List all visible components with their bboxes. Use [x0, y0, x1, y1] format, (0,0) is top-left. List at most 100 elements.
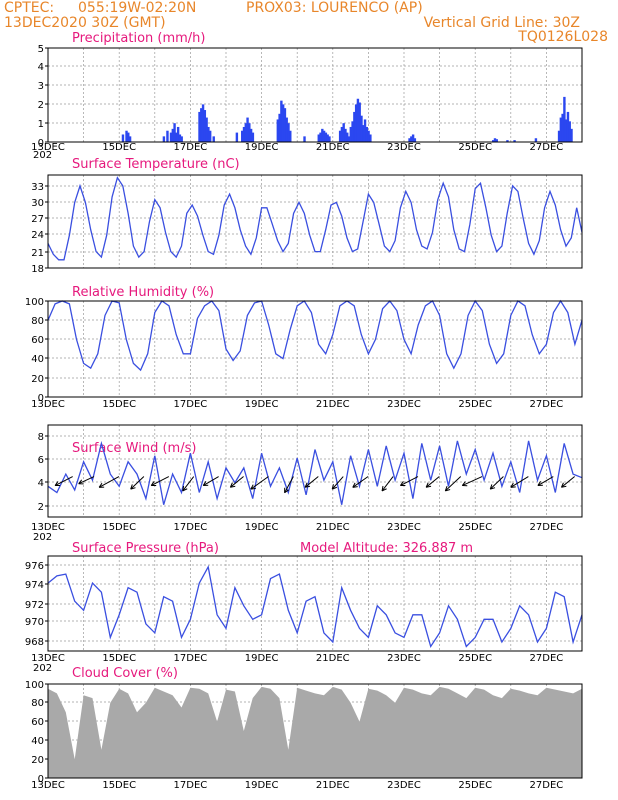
y-tick-label: 33	[31, 182, 44, 193]
y-tick-label: 5	[38, 44, 44, 55]
precip-bar	[410, 136, 413, 142]
precip-bar	[175, 132, 178, 142]
model-altitude: Model Altitude: 326.887 m	[300, 541, 473, 556]
y-tick-label: 60	[31, 335, 44, 346]
precip-bar	[128, 136, 132, 142]
precip-bar	[246, 117, 249, 142]
x-tick-label: 23DEC	[387, 142, 421, 153]
y-tick-label: 6	[38, 455, 44, 466]
precip-bar	[251, 132, 255, 142]
precip-bar	[205, 117, 208, 142]
precip-bar	[349, 126, 352, 142]
y-tick-label: 60	[31, 717, 44, 728]
precip-bar	[353, 111, 356, 142]
x-tick-label: 19DEC	[245, 653, 279, 664]
precip-bar	[207, 126, 210, 142]
header-datetime: 13DEC2020 30Z (GMT)	[4, 15, 166, 31]
precip-bar	[338, 130, 342, 142]
wind-arrowhead	[444, 486, 451, 492]
x-tick-label: 25DEC	[458, 653, 492, 664]
y-tick-label: 972	[25, 600, 44, 611]
precip-bar	[557, 130, 561, 142]
wind-vector	[537, 476, 554, 486]
x-tick-label: 23DEC	[387, 780, 421, 791]
x-tick-label: 25DEC	[458, 142, 492, 153]
precip-bar	[249, 128, 253, 142]
precip-bar	[173, 123, 176, 142]
wind-arrowhead	[304, 482, 311, 488]
wind-panel: Surface Wind (m/s) 2 4 6 8 13DEC 15DEC 17DEC 19…	[31, 424, 583, 543]
x-tick-label: 27DEC	[530, 780, 564, 791]
header-code: TQ0126L028	[518, 29, 608, 45]
x-tick-label: 15DEC	[102, 399, 136, 410]
precip-bar	[362, 125, 365, 142]
wind-vector	[54, 476, 73, 486]
wind-arrowhead	[560, 482, 567, 488]
precip-bar	[492, 140, 495, 142]
wind-vector	[381, 476, 394, 492]
precip-bar	[171, 128, 174, 142]
precip-bar	[354, 104, 358, 142]
y-tick-label: 20	[31, 755, 44, 766]
pressure-panel: Surface Pressure (hPa) Model Altitude: 3…	[25, 541, 583, 674]
wind-vector	[489, 476, 504, 490]
precip-bar	[278, 113, 281, 142]
x-tick-label: 15DEC	[102, 780, 136, 791]
wind-vector	[250, 476, 269, 490]
precip-bar	[127, 132, 130, 142]
precip-bar	[566, 111, 570, 142]
wind-vector	[150, 476, 170, 486]
wind-arrowhead	[331, 484, 338, 490]
wind-arrowhead	[399, 481, 406, 487]
temperature-frame	[47, 174, 583, 269]
x-tick-label: 17DEC	[174, 653, 208, 664]
year-label: 202	[33, 663, 52, 674]
precip-bar	[201, 104, 205, 142]
humidity-frame	[47, 300, 583, 398]
precip-bar	[322, 130, 326, 142]
precip-bar	[208, 130, 212, 142]
y-tick-label: 100	[25, 680, 44, 691]
x-tick-label: 17DEC	[174, 399, 208, 410]
x-tick-label: 21DEC	[316, 653, 350, 664]
y-tick-label: 0	[38, 774, 44, 785]
precip-bar	[360, 115, 363, 142]
precip-bar	[169, 132, 173, 142]
cloud-title: Cloud Cover (%)	[72, 666, 178, 681]
wind-vector	[462, 476, 483, 486]
y-tick-label: 2	[38, 502, 44, 513]
precip-bar	[125, 130, 128, 142]
x-tick-label: 27DEC	[530, 142, 564, 153]
year-label: 202	[33, 150, 52, 161]
pressure-title: Surface Pressure (hPa)	[72, 541, 219, 556]
wind-arrowhead	[352, 482, 358, 488]
precip-bar	[495, 139, 498, 142]
x-tick-label: 25DEC	[458, 399, 492, 410]
precip-bar	[408, 138, 411, 142]
wind-vector	[444, 476, 462, 492]
precip-bar	[561, 113, 564, 142]
precip-bar	[241, 130, 244, 142]
y-tick-label: 40	[31, 354, 44, 365]
x-tick-label: 13DEC	[31, 653, 65, 664]
y-tick-label: 976	[25, 561, 44, 572]
surface-pressure-hpa-line	[47, 564, 583, 649]
x-tick-label: 17DEC	[174, 780, 208, 791]
precipitation-panel: Precipitation (mm/h) 0 1 2 3 4 5 13DEC 15DEC 17D…	[31, 31, 583, 161]
x-tick-label: 27DEC	[530, 399, 564, 410]
x-tick-label: 27DEC	[530, 522, 564, 533]
precip-bar	[121, 134, 125, 142]
x-tick-label: 19DEC	[245, 399, 279, 410]
surface-temperature-nc-line	[47, 176, 583, 261]
wind-arrowhead	[284, 487, 290, 494]
wind-vector	[400, 476, 419, 486]
precip-bar	[513, 140, 516, 142]
y-tick-label: 3	[38, 81, 44, 92]
precipitation-frame	[47, 47, 583, 143]
wind-arrowhead	[425, 482, 432, 488]
wind-arrowhead	[98, 482, 105, 488]
y-tick-label: 0	[38, 138, 44, 149]
x-tick-label: 13DEC	[31, 522, 65, 533]
precip-bar	[162, 136, 166, 142]
wind-vector	[202, 476, 219, 486]
